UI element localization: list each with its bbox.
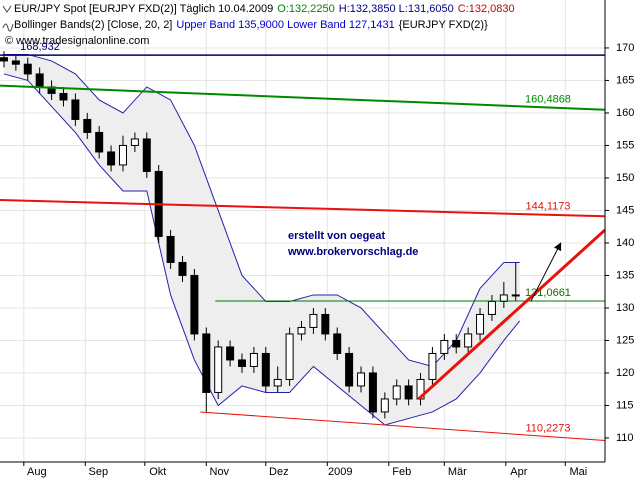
y-tick-label: 115 bbox=[616, 399, 634, 411]
series-icon bbox=[2, 5, 12, 13]
x-tick-label: Mär bbox=[448, 466, 467, 478]
annotation: www.brokervorschlag.de bbox=[287, 246, 418, 258]
candle-body bbox=[309, 313, 318, 328]
header-line: EUR/JPY Spot [EURJPY FXD(2)] Täglich 10.… bbox=[14, 3, 515, 15]
x-tick-label: Mai bbox=[569, 466, 587, 478]
quote-close: C:132,0830 bbox=[458, 3, 515, 15]
x-tick-label: Nov bbox=[210, 466, 230, 478]
y-tick-label: 110 bbox=[616, 432, 634, 444]
candle-body bbox=[357, 372, 366, 387]
candle-body bbox=[83, 118, 92, 133]
candle-body bbox=[23, 63, 32, 75]
candle-body bbox=[345, 352, 354, 387]
candle-body bbox=[297, 326, 306, 335]
y-tick-label: 125 bbox=[616, 334, 634, 346]
x-tick-label: Feb bbox=[392, 466, 411, 478]
candle-body bbox=[238, 359, 246, 367]
candle-body bbox=[166, 235, 175, 263]
candle-body bbox=[499, 294, 508, 302]
candle-body bbox=[0, 57, 8, 62]
indicator-symbol: {EURJPY FXD(2)} bbox=[399, 19, 488, 31]
candle-body bbox=[380, 398, 389, 413]
x-tick-label: Sep bbox=[89, 466, 109, 478]
candle-body bbox=[35, 73, 44, 88]
candle-body bbox=[476, 313, 485, 335]
candle-body bbox=[392, 385, 401, 400]
candle-body bbox=[285, 333, 294, 380]
candle-body bbox=[226, 346, 235, 361]
band-fill bbox=[3, 54, 520, 425]
candle-body bbox=[59, 92, 68, 101]
candle-body bbox=[214, 346, 223, 393]
indicator-title: Bollinger Bands(2) [Close, 20, 2] bbox=[14, 19, 172, 31]
candle-body bbox=[130, 138, 139, 146]
trend-line bbox=[530, 242, 562, 302]
candle-body bbox=[333, 333, 342, 354]
candle-body bbox=[464, 333, 473, 348]
candle-body bbox=[118, 144, 127, 166]
candle-body bbox=[321, 313, 330, 335]
y-tick-label: 135 bbox=[616, 269, 634, 281]
candle-body bbox=[487, 300, 496, 315]
line-label: 168,932 bbox=[20, 41, 60, 53]
title: EUR/JPY Spot [EURJPY FXD(2)] Täglich 10.… bbox=[14, 3, 273, 15]
candle-body bbox=[11, 60, 20, 65]
y-tick-label: 150 bbox=[616, 172, 634, 184]
y-tick-label: 140 bbox=[616, 237, 634, 249]
y-tick-label: 155 bbox=[616, 139, 634, 151]
x-tick-label: Okt bbox=[149, 466, 166, 478]
trend-line bbox=[200, 411, 606, 442]
y-tick-label: 130 bbox=[616, 302, 634, 314]
y-tick-label: 170 bbox=[616, 42, 634, 54]
candle-body bbox=[452, 339, 461, 348]
x-tick-label: Dez bbox=[269, 466, 289, 478]
quote-high-low: H:132,3850 L:131,6050 bbox=[339, 3, 454, 15]
line-label: 110,2273 bbox=[525, 422, 570, 434]
candle-body bbox=[107, 151, 116, 166]
candle-body bbox=[368, 372, 377, 413]
trend-line bbox=[417, 228, 607, 401]
x-tick-label: Apr bbox=[510, 466, 527, 478]
y-tick-label: 120 bbox=[616, 367, 634, 379]
candle-body bbox=[142, 138, 151, 172]
candle-body bbox=[261, 352, 270, 387]
y-tick-label: 160 bbox=[616, 107, 634, 119]
candle-body bbox=[511, 294, 520, 297]
candle-body bbox=[440, 339, 449, 354]
candle-body bbox=[249, 352, 258, 367]
y-tick-label: 165 bbox=[616, 74, 634, 86]
indicator-line: Bollinger Bands(2) [Close, 20, 2] Upper B… bbox=[14, 19, 488, 31]
quote-open: O:132,2250 bbox=[277, 3, 335, 15]
plot-area bbox=[0, 0, 605, 462]
candle-body bbox=[404, 385, 413, 400]
candle-body bbox=[178, 261, 187, 276]
candle-body bbox=[71, 99, 80, 120]
copyright: © www.tradesignalonline.com bbox=[5, 35, 149, 47]
trend-line bbox=[0, 199, 606, 218]
x-tick-label: 2009 bbox=[328, 466, 352, 478]
trend-line bbox=[0, 84, 606, 111]
candle-body bbox=[273, 378, 282, 387]
line-label: 160,4868 bbox=[525, 93, 571, 105]
line-label: 144,1173 bbox=[525, 201, 570, 213]
y-tick-label: 145 bbox=[616, 204, 634, 216]
indicator-values: Upper Band 135,9000 Lower Band 127,1431 bbox=[176, 19, 394, 31]
candle-body bbox=[190, 274, 199, 335]
candle-body bbox=[428, 352, 437, 380]
x-tick-label: Aug bbox=[27, 466, 47, 478]
candle-body bbox=[95, 131, 104, 153]
candle-body bbox=[202, 333, 211, 393]
annotation: erstellt von oegeat bbox=[288, 230, 386, 242]
indicator-icon bbox=[2, 23, 14, 32]
